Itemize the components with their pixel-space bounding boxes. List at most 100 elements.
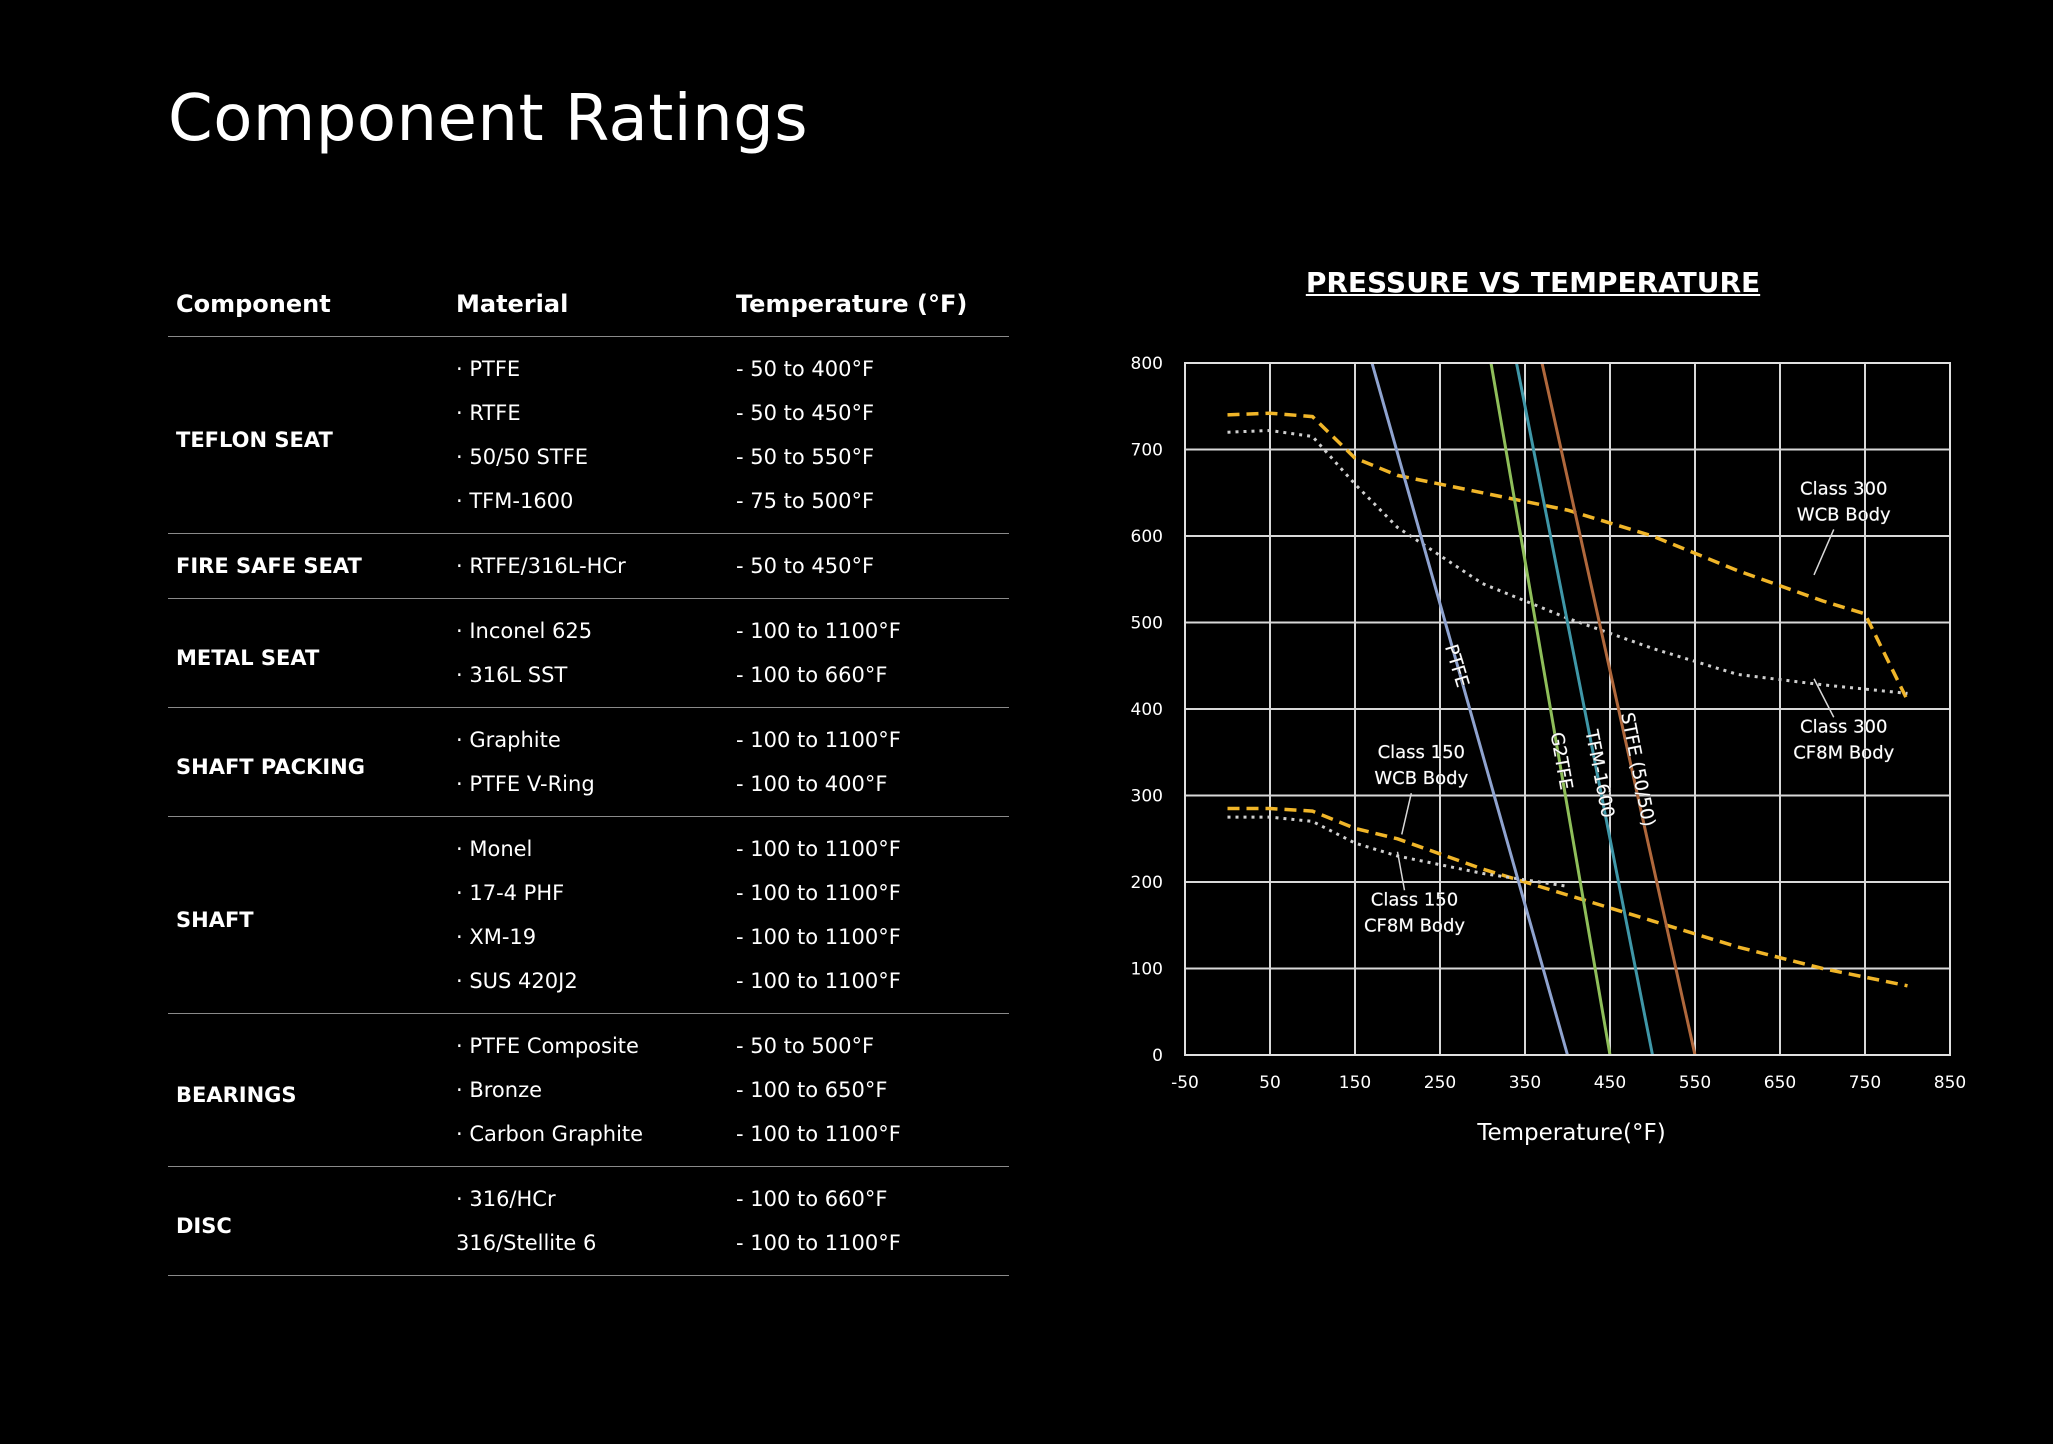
temperature-cell: - 50 to 450°F bbox=[736, 554, 875, 578]
component-cell: TEFLON SEAT bbox=[176, 428, 333, 452]
material-cell: · PTFE V-Ring bbox=[456, 772, 595, 796]
annotation-text: TFM-1600 bbox=[1580, 727, 1618, 820]
temperature-cell: - 100 to 1100°F bbox=[736, 1231, 901, 1255]
y-tick-label: 200 bbox=[1131, 873, 1163, 893]
component-cell: DISC bbox=[176, 1214, 232, 1238]
table-row: METAL SEAT · Inconel 625 - 100 to 1100°F bbox=[168, 599, 1009, 670]
series-line-tfm-1600 bbox=[1515, 362, 1654, 1056]
table-row: · 316L SST - 100 to 660°F bbox=[168, 653, 1009, 708]
annotation-label: Class 300 WCB Body bbox=[1797, 478, 1892, 526]
series-line-class-300-wcb-body bbox=[1227, 411, 1910, 702]
x-tick-label: 550 bbox=[1679, 1073, 1711, 1093]
temperature-cell: - 100 to 1100°F bbox=[736, 1122, 901, 1146]
temperature-cell: - 50 to 450°F bbox=[736, 401, 875, 425]
y-tick-label: 600 bbox=[1131, 527, 1163, 547]
annotation-label: Class 300 CF8M Body bbox=[1793, 716, 1895, 764]
table-header-row: Component Material Temperature (°F) bbox=[168, 278, 1009, 337]
material-cell: · Monel bbox=[456, 837, 533, 861]
annotation-pointer bbox=[1396, 851, 1406, 891]
annotation-label: PTFE bbox=[1440, 642, 1473, 690]
table-row: · TFM-1600 - 75 to 500°F bbox=[168, 479, 1009, 534]
chart-title: PRESSURE VS TEMPERATURE bbox=[1305, 266, 1761, 299]
annotation-label: G2TFE bbox=[1545, 730, 1577, 792]
annotation-text: STFE (50/50) bbox=[1616, 711, 1659, 829]
annotation-label: TFM-1600 bbox=[1580, 727, 1618, 820]
y-tick-label: 400 bbox=[1131, 700, 1163, 720]
temperature-cell: - 50 to 400°F bbox=[736, 357, 875, 381]
header-material: Material bbox=[456, 290, 569, 318]
page-title: Component Ratings bbox=[168, 82, 809, 156]
temperature-cell: - 100 to 400°F bbox=[736, 772, 888, 796]
pressure-temperature-chart: -50 50 150 250 350 450 550 650 750 850 0 100 200 300 4… bbox=[1131, 354, 1967, 1146]
series-line-stfe-50-50- bbox=[1540, 362, 1697, 1056]
x-tick-label: 50 bbox=[1259, 1073, 1281, 1093]
component-cell: SHAFT bbox=[176, 908, 254, 932]
material-cell: · Carbon Graphite bbox=[456, 1122, 644, 1146]
series-line-class-150-wcb-body bbox=[1227, 806, 1908, 988]
component-cell: BEARINGS bbox=[176, 1083, 297, 1107]
temperature-cell: - 100 to 660°F bbox=[736, 663, 888, 687]
material-cell: · TFM-1600 bbox=[456, 489, 574, 513]
table-row: TEFLON SEAT · PTFE - 50 to 400°F bbox=[168, 337, 1009, 452]
annotation-label: Class 150 CF8M Body bbox=[1364, 889, 1466, 937]
table-row: · Carbon Graphite - 100 to 1100°F bbox=[168, 1112, 1009, 1167]
annotation-text: Class 150 bbox=[1371, 889, 1458, 910]
temperature-cell: - 100 to 1100°F bbox=[736, 881, 901, 905]
annotation-text: CF8M Body bbox=[1364, 915, 1465, 936]
material-cell: · Graphite bbox=[456, 728, 561, 752]
annotation-text: Class 300 bbox=[1800, 716, 1887, 737]
y-tick-label: 100 bbox=[1131, 960, 1163, 980]
table-row: · Bronze - 100 to 650°F bbox=[168, 1068, 1009, 1112]
table-body: TEFLON SEAT · PTFE - 50 to 400°F · RTFE - 50… bbox=[168, 337, 1009, 1276]
table-row: · SUS 420J2 - 100 to 1100°F bbox=[168, 959, 1009, 1014]
material-cell: · PTFE bbox=[456, 357, 521, 381]
annotation-label: STFE (50/50) bbox=[1616, 711, 1659, 829]
x-tick-label: -50 bbox=[1171, 1073, 1199, 1093]
material-cell: · RTFE/316L-HCr bbox=[456, 554, 626, 578]
header-temperature: Temperature (°F) bbox=[736, 290, 968, 318]
temperature-cell: - 100 to 1100°F bbox=[736, 969, 901, 993]
component-cell: FIRE SAFE SEAT bbox=[176, 554, 362, 578]
x-tick-label: 350 bbox=[1509, 1073, 1541, 1093]
x-tick-label: 650 bbox=[1764, 1073, 1796, 1093]
table-row: SHAFT PACKING · Graphite - 100 to 1100°F bbox=[168, 708, 1009, 779]
annotation-label: Class 150 WCB Body bbox=[1374, 742, 1469, 790]
x-axis-label: Temperature(°F) bbox=[1476, 1120, 1665, 1146]
material-cell: · Inconel 625 bbox=[456, 619, 593, 643]
component-cell: METAL SEAT bbox=[176, 646, 320, 670]
x-tick-label: 750 bbox=[1849, 1073, 1881, 1093]
table-row: 316/Stellite 6 - 100 to 1100°F bbox=[168, 1221, 1009, 1276]
material-cell: · SUS 420J2 bbox=[456, 969, 578, 993]
table-row: · XM-19 - 100 to 1100°F bbox=[168, 915, 1009, 959]
annotation-pointer bbox=[1813, 529, 1835, 576]
annotation-text: WCB Body bbox=[1797, 504, 1891, 525]
temperature-cell: - 100 to 1100°F bbox=[736, 619, 901, 643]
table-row: SHAFT · Monel - 100 to 1100°F bbox=[168, 817, 1009, 932]
table-row: DISC · 316/HCr - 100 to 660°F bbox=[168, 1167, 1009, 1238]
material-cell: · Bronze bbox=[456, 1078, 543, 1102]
table-row: · RTFE - 50 to 450°F bbox=[168, 391, 1009, 435]
series-line-ptfe bbox=[1370, 362, 1569, 1056]
annotation-text: Class 300 bbox=[1800, 478, 1887, 499]
material-cell: · 17-4 PHF bbox=[456, 881, 565, 905]
material-cell: · 316L SST bbox=[456, 663, 568, 687]
table-row: · 17-4 PHF - 100 to 1100°F bbox=[168, 871, 1009, 915]
annotation-text: G2TFE bbox=[1546, 731, 1577, 792]
material-cell: · RTFE bbox=[456, 401, 521, 425]
y-tick-label: 300 bbox=[1131, 787, 1163, 807]
temperature-cell: - 75 to 500°F bbox=[736, 489, 875, 513]
temperature-cell: - 100 to 660°F bbox=[736, 1187, 888, 1211]
x-tick-label: 150 bbox=[1339, 1073, 1371, 1093]
annotation-pointer bbox=[1401, 793, 1413, 835]
series-line-class-150-cf8m-body bbox=[1227, 815, 1568, 888]
plot-frame bbox=[1184, 362, 1951, 1056]
table-row: · 50/50 STFE - 50 to 550°F bbox=[168, 435, 1009, 479]
component-cell: SHAFT PACKING bbox=[176, 755, 365, 779]
annotation-text: PTFE bbox=[1440, 642, 1473, 690]
series-line-g2tfe bbox=[1489, 362, 1612, 1056]
annotation-text: WCB Body bbox=[1374, 768, 1468, 789]
table-row: · PTFE V-Ring - 100 to 400°F bbox=[168, 762, 1009, 817]
y-tick-label: 0 bbox=[1152, 1046, 1163, 1066]
temperature-cell: - 100 to 1100°F bbox=[736, 728, 901, 752]
annotation-text: Class 150 bbox=[1378, 742, 1465, 763]
